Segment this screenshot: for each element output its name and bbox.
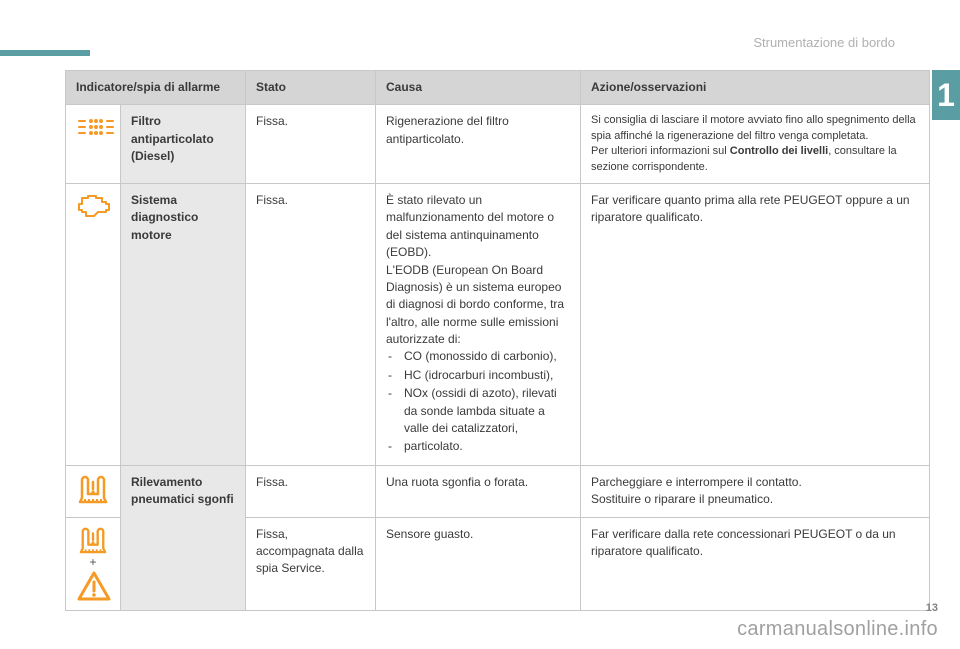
- chapter-number-badge: 1: [932, 70, 960, 120]
- tyre-pressure-icon: [76, 474, 110, 504]
- table-row: Rilevamento pneumatici sgonfi Fissa. Una…: [66, 465, 930, 517]
- engine-cause-p2: L'EODB (European On Board Diagnosis) è u…: [386, 262, 570, 349]
- warning-triangle-icon: [76, 570, 112, 602]
- tyre-r1-action-l2: Sostituire o riparare il pneumatico.: [591, 491, 919, 508]
- tyre-icon-cell-1: [66, 465, 121, 517]
- header-accent-bar: [0, 50, 90, 56]
- dpf-action-line2a: Per ulteriori informazioni sul: [591, 145, 730, 157]
- col-indicator: Indicatore/spia di allarme: [66, 71, 246, 105]
- dpf-icon-cell: [66, 105, 121, 184]
- dpf-state: Fissa.: [246, 105, 376, 184]
- tyre-r2-state: Fissa, accompagnata dalla spia Service.: [246, 517, 376, 610]
- tyre-name: Rilevamento pneumatici sgonfi: [121, 465, 246, 610]
- tyre-r1-action-l1: Parcheggiare e interrompere il contatto.: [591, 474, 919, 491]
- tyre-r1-state: Fissa.: [246, 465, 376, 517]
- table-row: Filtro antiparticolato (Diesel) Fissa. R…: [66, 105, 930, 184]
- tyre-r1-action: Parcheggiare e interrompere il contatto.…: [581, 465, 930, 517]
- dpf-action-line1: Si consiglia di lasciare il motore avvia…: [591, 114, 916, 141]
- table-header-row: Indicatore/spia di allarme Stato Causa A…: [66, 71, 930, 105]
- tyre-icon-cell-2: +: [66, 517, 121, 610]
- plus-sign: +: [76, 556, 110, 568]
- engine-diag-icon: [76, 192, 112, 220]
- col-state: Stato: [246, 71, 376, 105]
- engine-action: Far verificare quanto prima alla rete PE…: [581, 183, 930, 465]
- dpf-cause: Rigenerazione del filtro antiparticolato…: [376, 105, 581, 184]
- dpf-name: Filtro antiparticolato (Diesel): [121, 105, 246, 184]
- dpf-regen-icon: [76, 113, 116, 141]
- dpf-action: Si consiglia di lasciare il motore avvia…: [581, 105, 930, 184]
- table-row: Sistema diagnostico motore Fissa. È stat…: [66, 183, 930, 465]
- engine-cause-b4: particolato.: [386, 438, 570, 455]
- engine-name: Sistema diagnostico motore: [121, 183, 246, 465]
- col-cause: Causa: [376, 71, 581, 105]
- tyre-r2-action: Far verificare dalla rete concessionari …: [581, 517, 930, 610]
- engine-state: Fissa.: [246, 183, 376, 465]
- engine-cause-p1: È stato rilevato un malfunzionamento del…: [386, 192, 570, 262]
- engine-cause-b3: NOx (ossidi di azoto), rilevati da sonde…: [386, 385, 570, 437]
- tyre-r1-cause: Una ruota sgonfia o forata.: [376, 465, 581, 517]
- chapter-title: Strumentazione di bordo: [753, 35, 895, 50]
- col-action: Azione/osservazioni: [581, 71, 930, 105]
- engine-cause-b1: CO (monossido di carbonio),: [386, 348, 570, 365]
- engine-cause: È stato rilevato un malfunzionamento del…: [376, 183, 581, 465]
- watermark: carmanualsonline.info: [737, 618, 938, 641]
- engine-icon-cell: [66, 183, 121, 465]
- dpf-action-bold: Controllo dei livelli: [730, 145, 828, 157]
- engine-cause-b2: HC (idrocarburi incombusti),: [386, 367, 570, 384]
- page-number: 13: [926, 602, 938, 614]
- tyre-r2-cause: Sensore guasto.: [376, 517, 581, 610]
- warning-lights-table: Indicatore/spia di allarme Stato Causa A…: [65, 70, 930, 611]
- tyre-pressure-icon: [76, 526, 110, 554]
